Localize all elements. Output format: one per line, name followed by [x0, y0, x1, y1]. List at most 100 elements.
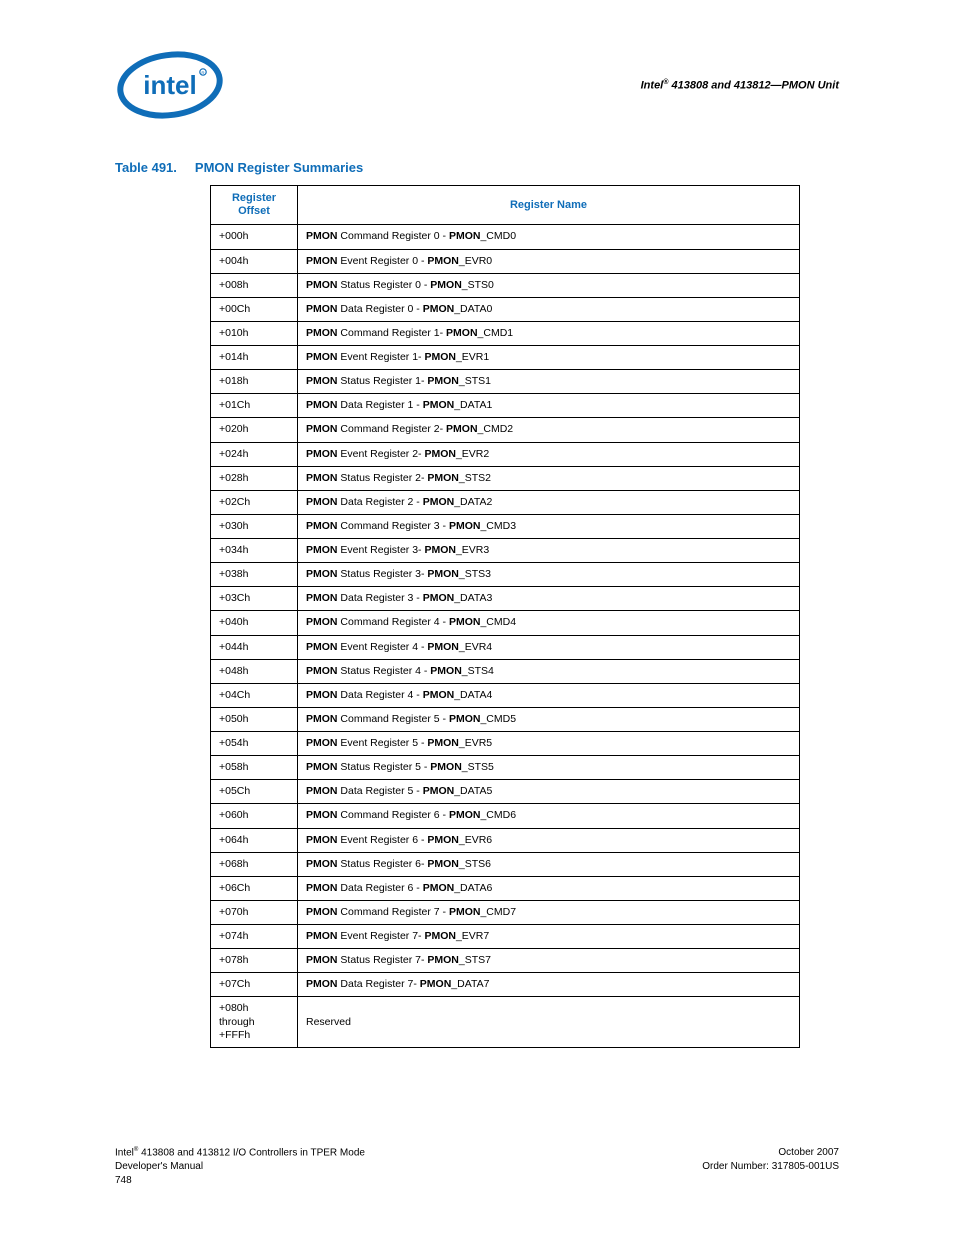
cell-offset: +080hthrough+FFFh: [211, 997, 298, 1047]
cell-register-name: PMON Status Register 5 - PMON_STS5: [298, 756, 800, 780]
cell-register-name: PMON Status Register 2- PMON_STS2: [298, 466, 800, 490]
cell-offset: +068h: [211, 852, 298, 876]
cell-register-name: PMON Status Register 0 - PMON_STS0: [298, 273, 800, 297]
cell-offset: +03Ch: [211, 587, 298, 611]
table-row: +05ChPMON Data Register 5 - PMON_DATA5: [211, 780, 800, 804]
table-row: +00ChPMON Data Register 0 - PMON_DATA0: [211, 297, 800, 321]
cell-offset: +010h: [211, 321, 298, 345]
cell-register-name: PMON Event Register 6 - PMON_EVR6: [298, 828, 800, 852]
table-row: +058hPMON Status Register 5 - PMON_STS5: [211, 756, 800, 780]
cell-register-name: PMON Data Register 4 - PMON_DATA4: [298, 683, 800, 707]
cell-offset: +004h: [211, 249, 298, 273]
table-row: +020hPMON Command Register 2- PMON_CMD2: [211, 418, 800, 442]
footer-right: October 2007Order Number: 317805-001US: [702, 1146, 839, 1187]
cell-offset: +048h: [211, 659, 298, 683]
table-row: +054hPMON Event Register 5 - PMON_EVR5: [211, 732, 800, 756]
cell-offset: +020h: [211, 418, 298, 442]
table-row: +014hPMON Event Register 1- PMON_EVR1: [211, 346, 800, 370]
table-row: +004hPMON Event Register 0 - PMON_EVR0: [211, 249, 800, 273]
col-name-header: Register Name: [298, 186, 800, 225]
table-row: +028hPMON Status Register 2- PMON_STS2: [211, 466, 800, 490]
table-row: +068hPMON Status Register 6- PMON_STS6: [211, 852, 800, 876]
table-row: +07ChPMON Data Register 7- PMON_DATA7: [211, 973, 800, 997]
cell-register-name: PMON Command Register 2- PMON_CMD2: [298, 418, 800, 442]
table-row: +030hPMON Command Register 3 - PMON_CMD3: [211, 514, 800, 538]
page-header: intel R Intel® 413808 and 413812—PMON Un…: [115, 50, 839, 120]
cell-offset: +054h: [211, 732, 298, 756]
table-caption: Table 491. PMON Register Summaries: [115, 160, 839, 175]
cell-register-name: PMON Status Register 3- PMON_STS3: [298, 563, 800, 587]
cell-offset: +058h: [211, 756, 298, 780]
register-table: RegisterOffset Register Name +000hPMON C…: [210, 185, 800, 1048]
cell-register-name: PMON Data Register 5 - PMON_DATA5: [298, 780, 800, 804]
col-offset-header: RegisterOffset: [211, 186, 298, 225]
intel-logo: intel R: [115, 50, 225, 120]
cell-register-name: PMON Data Register 1 - PMON_DATA1: [298, 394, 800, 418]
cell-register-name: PMON Event Register 2- PMON_EVR2: [298, 442, 800, 466]
cell-offset: +04Ch: [211, 683, 298, 707]
cell-offset: +034h: [211, 539, 298, 563]
table-row: +048hPMON Status Register 4 - PMON_STS4: [211, 659, 800, 683]
table-row: +008hPMON Status Register 0 - PMON_STS0: [211, 273, 800, 297]
table-row: +010hPMON Command Register 1- PMON_CMD1: [211, 321, 800, 345]
cell-register-name: Reserved: [298, 997, 800, 1047]
footer-left: Intel® 413808 and 413812 I/O Controllers…: [115, 1146, 365, 1187]
table-row: +040hPMON Command Register 4 - PMON_CMD4: [211, 611, 800, 635]
table-row: +024hPMON Event Register 2- PMON_EVR2: [211, 442, 800, 466]
table-row: +000hPMON Command Register 0 - PMON_CMD0: [211, 225, 800, 249]
cell-offset: +078h: [211, 949, 298, 973]
cell-offset: +00Ch: [211, 297, 298, 321]
cell-register-name: PMON Event Register 7- PMON_EVR7: [298, 925, 800, 949]
cell-offset: +074h: [211, 925, 298, 949]
table-number: Table 491.: [115, 160, 177, 175]
cell-offset: +060h: [211, 804, 298, 828]
table-row: +044hPMON Event Register 4 - PMON_EVR4: [211, 635, 800, 659]
cell-register-name: PMON Command Register 0 - PMON_CMD0: [298, 225, 800, 249]
cell-register-name: PMON Data Register 6 - PMON_DATA6: [298, 876, 800, 900]
cell-offset: +05Ch: [211, 780, 298, 804]
cell-register-name: PMON Command Register 1- PMON_CMD1: [298, 321, 800, 345]
table-row: +03ChPMON Data Register 3 - PMON_DATA3: [211, 587, 800, 611]
table-row: +074hPMON Event Register 7- PMON_EVR7: [211, 925, 800, 949]
table-row: +02ChPMON Data Register 2 - PMON_DATA2: [211, 490, 800, 514]
cell-register-name: PMON Data Register 3 - PMON_DATA3: [298, 587, 800, 611]
table-row: +064hPMON Event Register 6 - PMON_EVR6: [211, 828, 800, 852]
table-row: +060hPMON Command Register 6 - PMON_CMD6: [211, 804, 800, 828]
table-row: +018hPMON Status Register 1- PMON_STS1: [211, 370, 800, 394]
cell-register-name: PMON Command Register 6 - PMON_CMD6: [298, 804, 800, 828]
svg-text:intel: intel: [143, 70, 196, 100]
table-row: +06ChPMON Data Register 6 - PMON_DATA6: [211, 876, 800, 900]
cell-offset: +07Ch: [211, 973, 298, 997]
cell-offset: +064h: [211, 828, 298, 852]
cell-register-name: PMON Command Register 7 - PMON_CMD7: [298, 900, 800, 924]
cell-offset: +06Ch: [211, 876, 298, 900]
cell-offset: +040h: [211, 611, 298, 635]
cell-offset: +024h: [211, 442, 298, 466]
cell-register-name: PMON Command Register 5 - PMON_CMD5: [298, 707, 800, 731]
cell-register-name: PMON Data Register 0 - PMON_DATA0: [298, 297, 800, 321]
cell-offset: +044h: [211, 635, 298, 659]
table-row: +04ChPMON Data Register 4 - PMON_DATA4: [211, 683, 800, 707]
cell-register-name: PMON Event Register 3- PMON_EVR3: [298, 539, 800, 563]
cell-register-name: PMON Status Register 4 - PMON_STS4: [298, 659, 800, 683]
table-row: +01ChPMON Data Register 1 - PMON_DATA1: [211, 394, 800, 418]
cell-offset: +028h: [211, 466, 298, 490]
page-footer: Intel® 413808 and 413812 I/O Controllers…: [115, 1146, 839, 1187]
cell-offset: +02Ch: [211, 490, 298, 514]
cell-offset: +014h: [211, 346, 298, 370]
cell-register-name: PMON Command Register 4 - PMON_CMD4: [298, 611, 800, 635]
cell-register-name: PMON Event Register 4 - PMON_EVR4: [298, 635, 800, 659]
cell-register-name: PMON Event Register 0 - PMON_EVR0: [298, 249, 800, 273]
table-row: +034hPMON Event Register 3- PMON_EVR3: [211, 539, 800, 563]
cell-offset: +01Ch: [211, 394, 298, 418]
cell-register-name: PMON Status Register 1- PMON_STS1: [298, 370, 800, 394]
table-row: +078hPMON Status Register 7- PMON_STS7: [211, 949, 800, 973]
cell-offset: +070h: [211, 900, 298, 924]
header-title: Intel® 413808 and 413812—PMON Unit: [641, 79, 839, 92]
table-title: PMON Register Summaries: [195, 160, 363, 175]
cell-register-name: PMON Command Register 3 - PMON_CMD3: [298, 514, 800, 538]
table-row: +080hthrough+FFFhReserved: [211, 997, 800, 1047]
cell-offset: +018h: [211, 370, 298, 394]
cell-offset: +038h: [211, 563, 298, 587]
cell-register-name: PMON Data Register 7- PMON_DATA7: [298, 973, 800, 997]
